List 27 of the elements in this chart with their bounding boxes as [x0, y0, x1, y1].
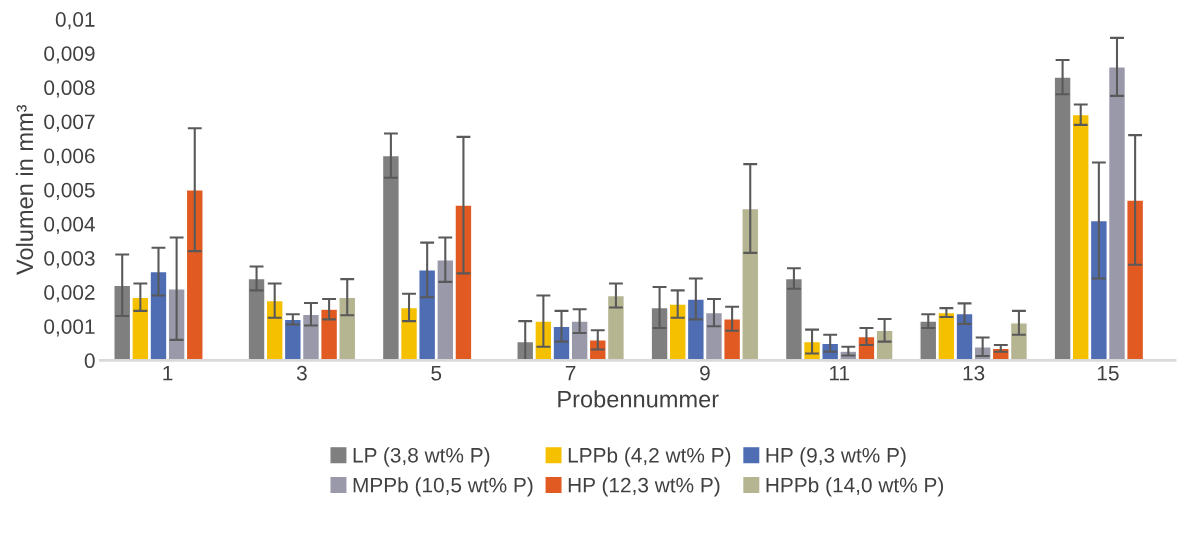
- y-tick-label: 0: [84, 353, 95, 369]
- x-tick-label: 1: [163, 365, 173, 381]
- legend-label: LP (3,8 wt% P): [353, 447, 490, 467]
- y-tick-label: 0,008: [44, 80, 95, 98]
- y-tick-label: 0,005: [44, 182, 95, 200]
- x-tick-label: 9: [700, 365, 710, 381]
- legend-label: MPPb (10,5 wt% P): [353, 477, 533, 497]
- legend-label: LPPb (4,2 wt% P): [568, 447, 731, 467]
- y-tick-label: 0,009: [44, 46, 95, 64]
- x-tick-label: 3: [296, 365, 307, 381]
- x-tick-label: 11: [830, 365, 850, 381]
- x-tick-label: 15: [1097, 365, 1119, 381]
- legend-label: HPPb (14,0 wt% P): [766, 477, 944, 497]
- y-tick-label: 0,004: [44, 216, 95, 235]
- legend-label: HP (12,3 wt% P): [568, 477, 720, 497]
- y-tick-label: 0,001: [44, 319, 95, 337]
- x-tick-label: 7: [565, 365, 576, 381]
- legend-label: HP (9,3 wt% P): [766, 447, 906, 467]
- y-tick-label: 0,007: [44, 114, 95, 132]
- y-tick-label: 0,01: [55, 12, 95, 30]
- x-tick-label: 13: [963, 365, 985, 381]
- y-tick-label: 0,003: [44, 250, 95, 269]
- y-axis-title: Volumen in mm³: [15, 104, 34, 275]
- y-tick-label: 0,006: [44, 148, 95, 166]
- y-tick-label: 0,002: [44, 285, 95, 303]
- x-axis-title: Probennummer: [558, 390, 719, 408]
- x-tick-label: 5: [431, 365, 442, 381]
